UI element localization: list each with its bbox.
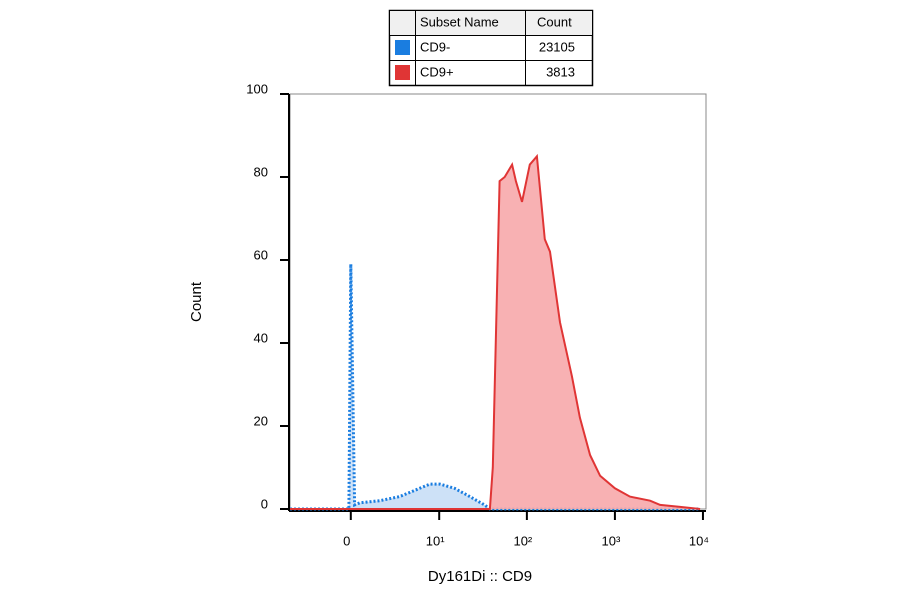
y-tick-label: 0: [261, 496, 268, 511]
x-tick-label: 10²: [513, 533, 532, 548]
area-line: [290, 153, 701, 510]
y-tick-label: 20: [254, 413, 268, 428]
y-tick-label: 80: [254, 164, 268, 179]
x-tick-label: 10⁴: [689, 533, 709, 548]
y-tick-label: 60: [254, 247, 268, 262]
y-tick-label: 100: [246, 81, 268, 96]
x-axis-label: Dy161Di :: CD9: [428, 568, 532, 585]
legend-header: Subset Name: [420, 14, 499, 29]
legend-count: 23105: [539, 39, 575, 54]
area-line: [290, 264, 701, 511]
y-tick-label: 40: [254, 330, 268, 345]
y-axis-label: Count: [188, 281, 205, 322]
legend-count: 3813: [546, 64, 575, 79]
x-tick-label: 10³: [602, 533, 621, 548]
area-fill: [290, 156, 701, 510]
legend-name: CD9+: [420, 64, 454, 79]
x-tick-label: 10¹: [426, 533, 445, 548]
legend-header: Count: [537, 14, 572, 29]
legend-header-bg: [390, 11, 592, 35]
x-tick-label: 0: [343, 533, 350, 548]
legend-swatch: [395, 65, 410, 80]
legend-swatch: [395, 40, 410, 55]
legend-name: CD9-: [420, 39, 450, 54]
